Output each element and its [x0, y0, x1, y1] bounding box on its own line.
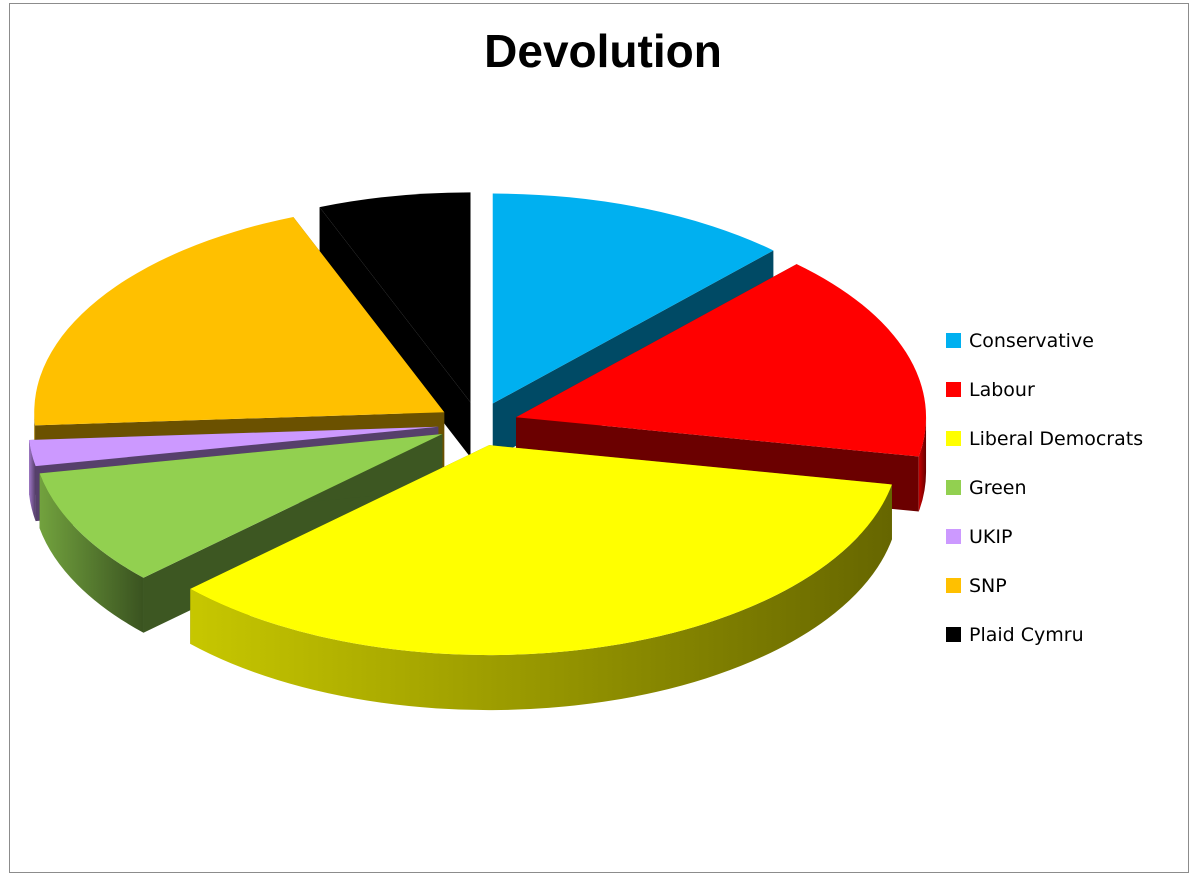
pie-slice-liberal-democrats	[190, 445, 892, 711]
legend-label: SNP	[969, 574, 1007, 597]
legend-swatch	[946, 627, 961, 642]
legend-item-liberal-democrats: Liberal Democrats	[946, 414, 1143, 463]
legend-label: Green	[969, 476, 1027, 499]
legend-item-labour: Labour	[946, 365, 1143, 414]
legend-swatch	[946, 529, 961, 544]
pie-slice-green	[39, 433, 443, 633]
legend-item-green: Green	[946, 463, 1143, 512]
chart-title: Devolution	[484, 25, 722, 77]
legend-label: UKIP	[969, 525, 1013, 548]
legend-label: Labour	[969, 378, 1035, 401]
legend-item-snp: SNP	[946, 561, 1143, 610]
legend-swatch	[946, 480, 961, 495]
legend-item-plaid-cymru: Plaid Cymru	[946, 610, 1143, 659]
legend-swatch	[946, 578, 961, 593]
legend-item-conservative: Conservative	[946, 316, 1143, 365]
legend-item-ukip: UKIP	[946, 512, 1143, 561]
legend-swatch	[946, 333, 961, 348]
legend-label: Liberal Democrats	[969, 427, 1144, 450]
legend-label: Conservative	[969, 329, 1094, 352]
legend-swatch	[946, 431, 961, 446]
chart-legend: Conservative Labour Liberal Democrats Green…	[946, 316, 1143, 659]
pie-slice-plaid-cymru	[319, 192, 471, 458]
legend-label: Plaid Cymru	[969, 623, 1084, 646]
legend-swatch	[946, 382, 961, 397]
